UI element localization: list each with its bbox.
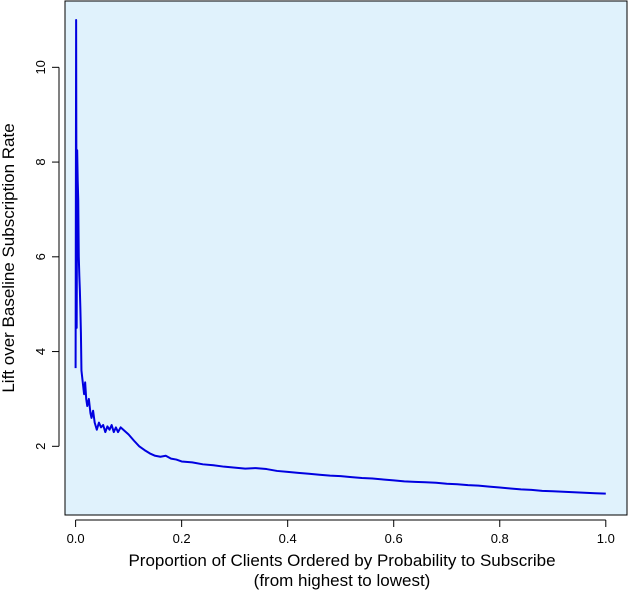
y-axis-title: Lift over Baseline Subscription Rate <box>0 123 18 392</box>
plot-area <box>74 18 606 495</box>
x-tick-label: 0.2 <box>173 531 191 546</box>
y-tick-label: 8 <box>33 158 48 165</box>
y-tick-label: 4 <box>33 348 48 355</box>
x-tick-label: 0.0 <box>67 531 85 546</box>
y-tick-label: 6 <box>33 253 48 260</box>
x-tick-label: 1.0 <box>597 531 615 546</box>
plot-background <box>64 0 628 516</box>
y-tick-label: 10 <box>33 60 48 74</box>
y-tick-label: 2 <box>33 443 48 450</box>
x-axis: 0.0 0.2 0.4 0.6 0.8 1.0 <box>67 519 615 546</box>
y-axis: 2 4 6 8 10 <box>33 60 60 450</box>
x-axis-title-line2: (from highest to lowest) <box>254 571 431 590</box>
x-tick-label: 0.4 <box>279 531 297 546</box>
x-tick-label: 0.6 <box>385 531 403 546</box>
x-tick-label: 0.8 <box>491 531 509 546</box>
series-line-0 <box>74 18 606 495</box>
x-axis-title-line1: Proportion of Clients Ordered by Probabi… <box>128 551 555 570</box>
